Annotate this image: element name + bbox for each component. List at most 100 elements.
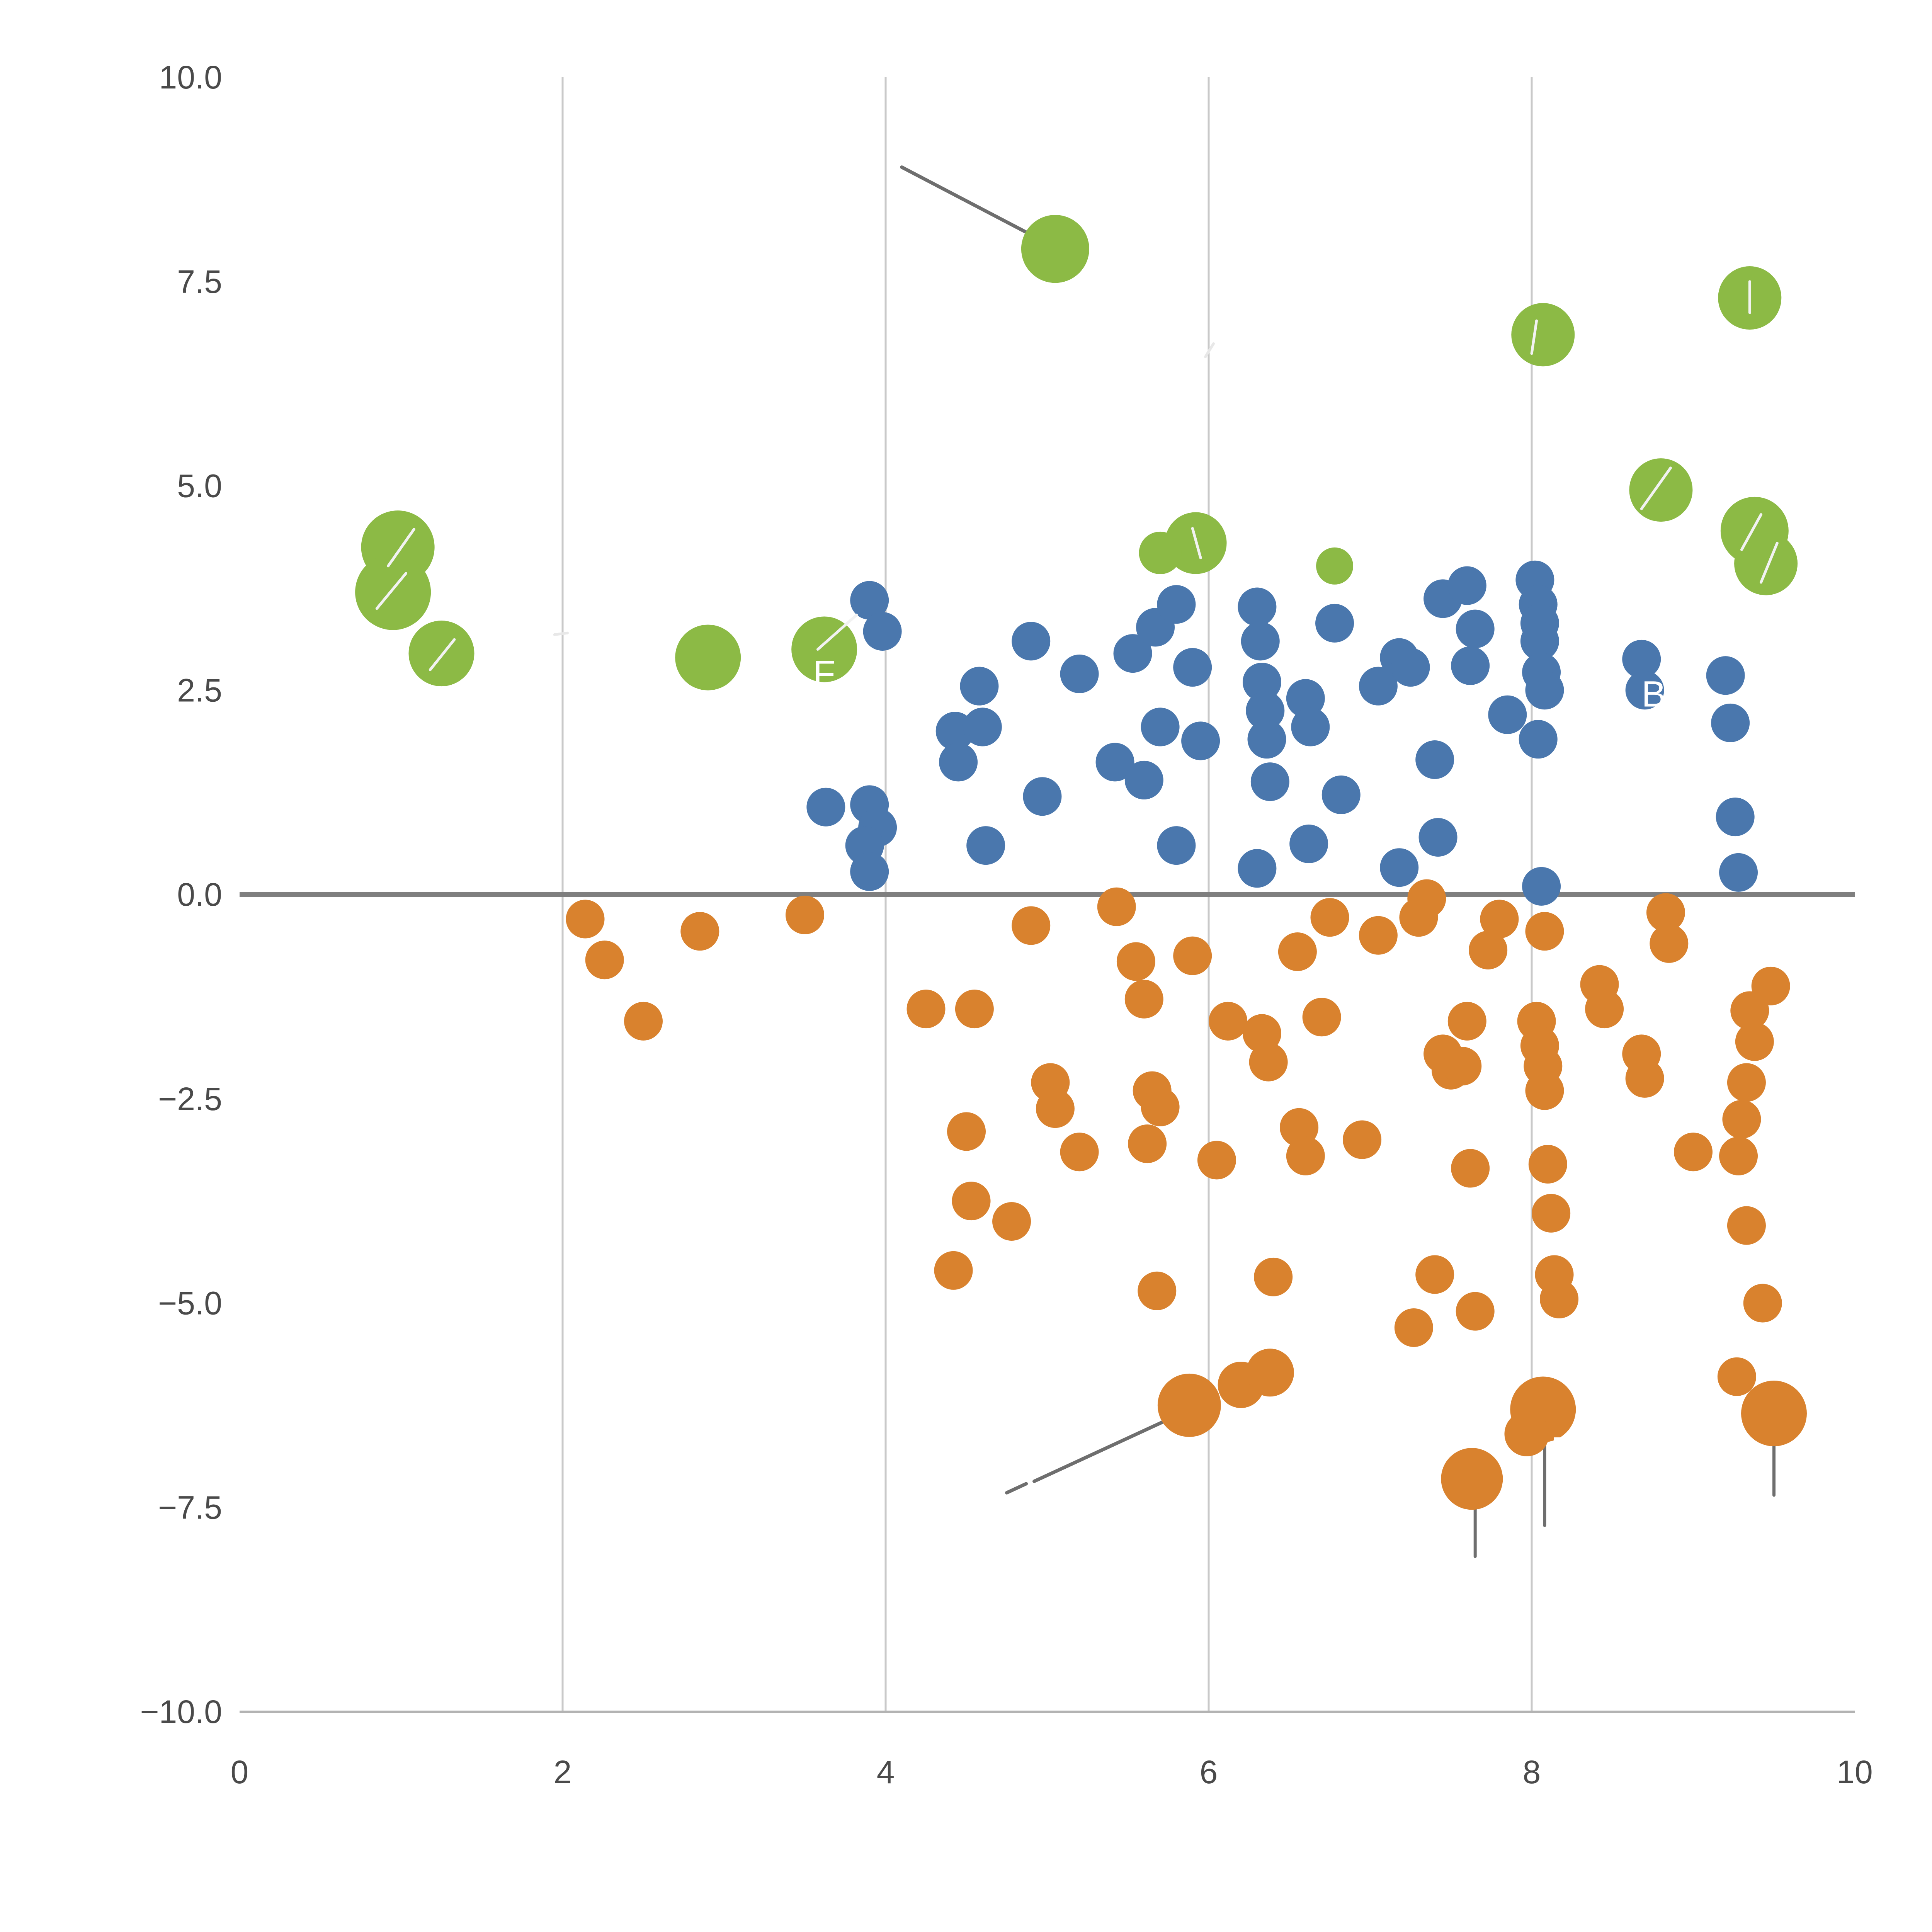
y-tick-label: 10.0 (159, 59, 223, 95)
blue-dots-point (1380, 848, 1419, 887)
orange-dots-point (1138, 1271, 1177, 1310)
orange-dots-point (1719, 1136, 1758, 1175)
orange-dots-point (1128, 1124, 1167, 1163)
orange-dots-point (934, 1251, 973, 1290)
orange-dots-point (1036, 1089, 1075, 1128)
orange-dots-point (1540, 1279, 1579, 1318)
orange-dots-point (1751, 966, 1790, 1005)
bubble-tick-mark (1760, 542, 1779, 584)
bubble-tick-mark (1640, 466, 1672, 510)
bubble-tick-mark (387, 528, 415, 568)
blue-dots-point (1012, 622, 1051, 661)
orange-dots-point (906, 990, 946, 1029)
orange-dots-point (1116, 942, 1155, 981)
blue-dots-point (1520, 622, 1559, 661)
blue-dots-point (1060, 654, 1099, 693)
orange-dots-point (1735, 1022, 1774, 1061)
orange-dots-point (1650, 924, 1689, 963)
y-tick-label: 0.0 (177, 876, 222, 913)
bubble-tick-mark (429, 638, 456, 671)
point-annotation: F (813, 653, 835, 694)
blue-dots-point (1716, 798, 1755, 837)
blue-dots-point (1519, 720, 1558, 759)
blue-dots-point (850, 581, 889, 620)
orange-dots-point (1141, 1087, 1180, 1126)
orange-dots-point (786, 895, 824, 934)
orange-dots-point (566, 900, 605, 939)
orange-dots-point (1443, 1047, 1482, 1086)
orange-dots-point (1447, 1002, 1486, 1041)
blue-dots-point (1238, 849, 1277, 888)
bubble-tick-mark (1204, 342, 1215, 358)
blue-dots-point (1181, 721, 1220, 760)
orange-dots-point (1359, 916, 1398, 955)
blue-dots-point (850, 852, 889, 891)
green-bubbles-point (1316, 547, 1354, 585)
orange-dots-point (1504, 1411, 1549, 1456)
blue-dots-point (1447, 566, 1486, 605)
orange-dots-point (1456, 1292, 1495, 1331)
orange-dots-point (1585, 990, 1624, 1029)
bubble-tick-mark (1191, 527, 1202, 560)
orange-dots-point (1743, 1284, 1782, 1323)
point-annotation: B (1641, 674, 1666, 715)
x-tick-label: 6 (1200, 1754, 1218, 1790)
y-tick-label: −10.0 (140, 1694, 222, 1730)
orange-dots-point (1717, 1357, 1756, 1396)
orange-dots-point (1451, 1149, 1490, 1188)
green-bubbles-point (1734, 532, 1798, 595)
orange-dots-point (1157, 1373, 1221, 1437)
blue-dots-point (806, 787, 845, 827)
orange-dots-point (1532, 1194, 1571, 1233)
bubble-tick-mark (1530, 319, 1538, 355)
y-tick-label: −5.0 (158, 1285, 222, 1321)
orange-dots-point (1727, 1206, 1766, 1245)
x-tick-label: 10 (1837, 1754, 1872, 1790)
green-bubbles-point (1511, 303, 1575, 367)
orange-dots-point (1302, 998, 1341, 1037)
green-bubbles-point (791, 616, 857, 682)
y-tick-label: −7.5 (158, 1489, 222, 1526)
y-tick-label: 5.0 (177, 468, 222, 504)
blue-dots-point (1023, 777, 1062, 816)
bubble-tick-mark (816, 614, 858, 651)
blue-dots-point (1173, 648, 1212, 687)
orange-dots-point (1727, 1063, 1766, 1102)
blue-dots-point (1622, 639, 1661, 679)
orange-dots-point (1741, 1381, 1807, 1447)
orange-dots-point (1528, 1145, 1567, 1184)
connector-line (900, 165, 1049, 245)
blue-dots-point (1286, 679, 1325, 718)
orange-dots-point (947, 1112, 986, 1151)
y-tick-label: 2.5 (177, 672, 222, 708)
blue-dots-point (1321, 775, 1361, 814)
orange-dots-point (952, 1182, 991, 1221)
bubble-tick-mark (1740, 513, 1763, 551)
blue-dots-point (1124, 760, 1163, 799)
green-bubbles-point (1629, 458, 1693, 522)
orange-dots-point (1254, 1257, 1293, 1296)
blue-dots-point (1157, 585, 1196, 624)
blue-dots-point (1315, 604, 1354, 643)
orange-dots-point (624, 1002, 663, 1041)
orange-dots-point (1060, 1133, 1099, 1172)
bubble-tick-mark (375, 572, 408, 610)
orange-dots-point (1441, 1448, 1503, 1510)
orange-dots-point (1394, 1308, 1433, 1347)
orange-dots-point (1249, 1043, 1288, 1082)
blue-dots-point (1238, 587, 1277, 626)
blue-dots-point (1625, 671, 1664, 710)
green-bubbles-point (408, 621, 474, 687)
blue-dots-point (939, 743, 978, 782)
orange-dots-point (1097, 887, 1136, 926)
blue-dots-point (1719, 853, 1758, 892)
orange-dots-point (585, 940, 624, 980)
blue-dots-point (1391, 648, 1430, 687)
orange-dots-point (1012, 906, 1051, 945)
blue-dots-point (1246, 691, 1285, 730)
orange-dots-point (1286, 1136, 1325, 1175)
blue-dots-point (1157, 826, 1196, 865)
blue-dots-point (960, 667, 999, 706)
orange-dots-point (680, 912, 719, 951)
